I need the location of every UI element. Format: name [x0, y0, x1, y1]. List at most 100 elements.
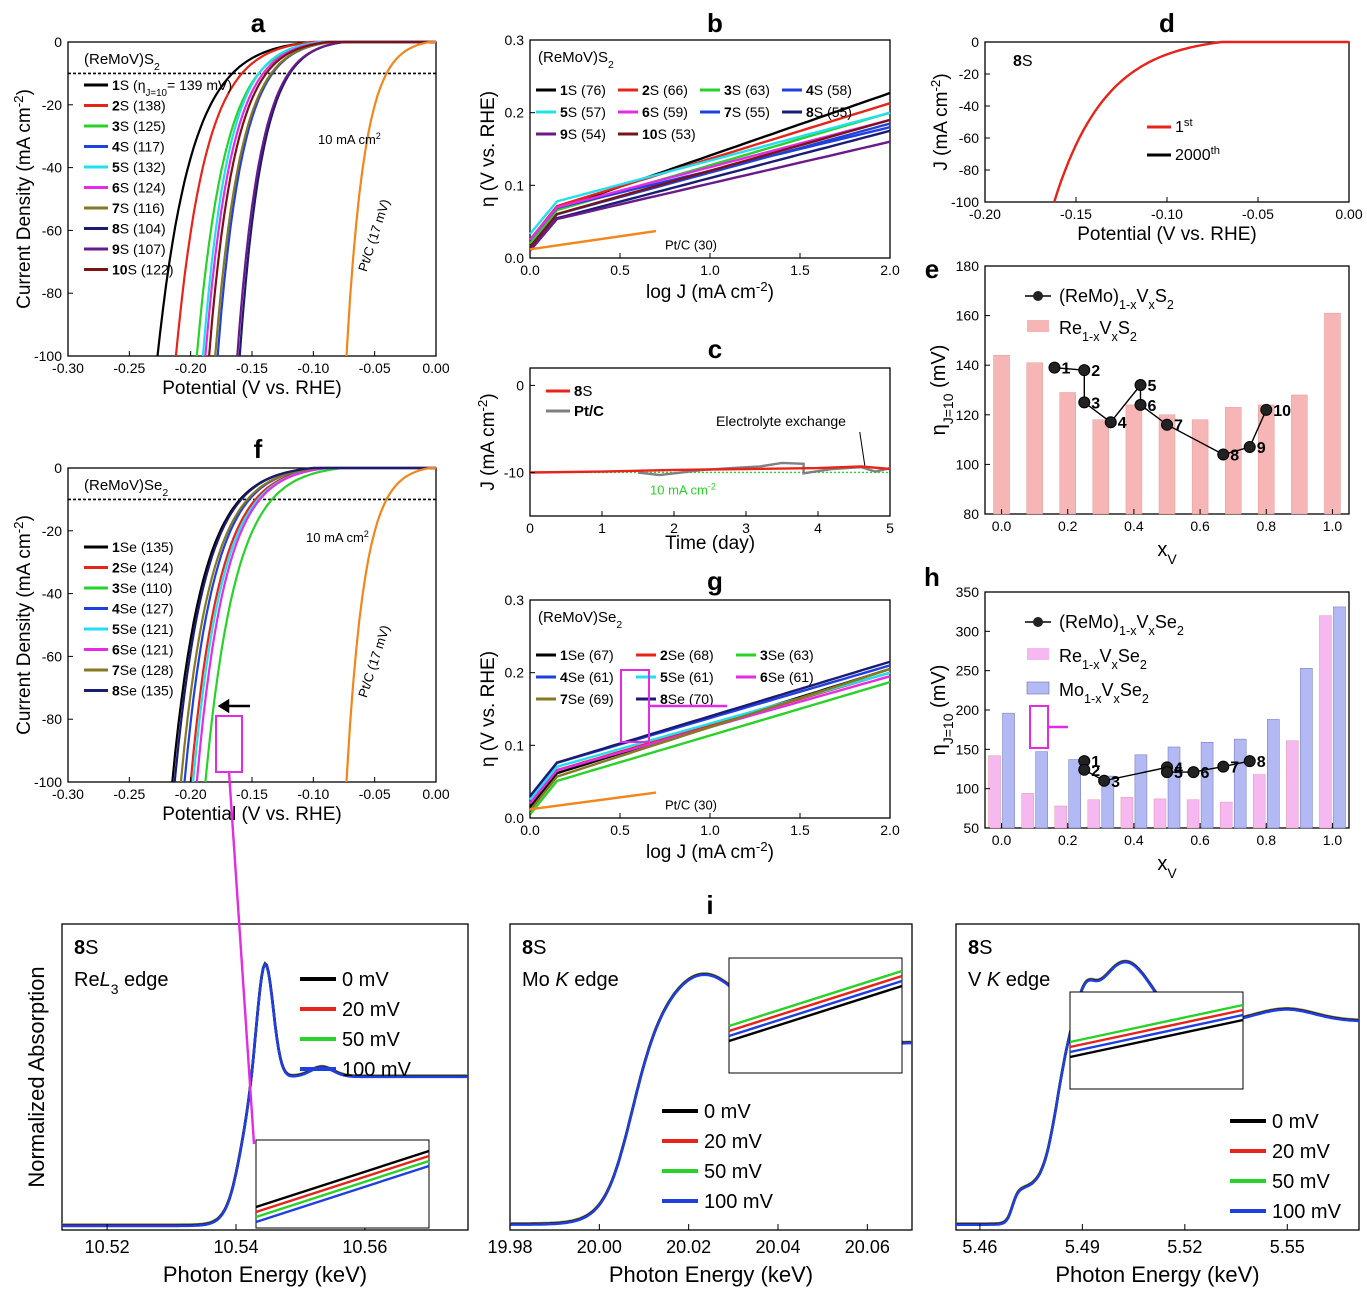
bar [1167, 746, 1181, 829]
text-span: 4 [814, 520, 822, 536]
text-span: 1 [560, 82, 568, 98]
x-tick-label: -0.25 [113, 360, 145, 376]
legend-label: 5Se (61) [660, 669, 714, 685]
text-span: 3 [1111, 774, 1120, 791]
panel-label: e [925, 254, 939, 284]
text-span: S [814, 104, 827, 120]
y-tick-label: 100 [956, 456, 980, 472]
text-span: (117) [133, 139, 165, 155]
y-tick-label: 180 [956, 258, 980, 274]
text-span: b [707, 8, 723, 38]
legend-label: 10S (53) [642, 126, 696, 142]
text-span: S [732, 82, 745, 98]
x-tick-label: 1.0 [1323, 832, 1343, 848]
series-line [529, 102, 891, 241]
text-span: 0.5 [610, 262, 630, 278]
legend-label: 2Se (124) [112, 560, 174, 576]
text-span: 5.55 [1270, 1237, 1305, 1257]
text-span: S [120, 118, 133, 134]
data-point [1217, 760, 1230, 773]
text-span: Pt/C (30) [665, 797, 717, 812]
text-span: 5.46 [962, 1237, 997, 1257]
data-point-label: 8 [1257, 754, 1266, 771]
text-span: ) [931, 73, 952, 79]
text-span: 2 [154, 61, 160, 73]
text-span: 5 [1148, 378, 1157, 395]
bar [1300, 668, 1313, 829]
zoom-box [215, 715, 243, 773]
inset-series-line [1069, 1013, 1244, 1054]
text-span: 10.52 [85, 1237, 130, 1257]
text-span: 2.0 [880, 262, 900, 278]
text-span: Potential (V vs. RHE) [162, 378, 342, 399]
panel-header: 8S [1013, 53, 1033, 70]
y-tick-label: -40 [42, 160, 62, 176]
x-tick-label: 20.04 [755, 1237, 800, 1257]
text-span: -0.20 [969, 206, 1001, 222]
text-span: (138) [133, 98, 166, 114]
text-span: Photon Energy (keV) [609, 1262, 813, 1287]
x-tick-label: 5.46 [962, 1237, 997, 1257]
legend-label: 9S (107) [112, 241, 166, 257]
text-span: 0.5 [610, 822, 630, 838]
text-span: 7 [560, 691, 568, 707]
series-line [529, 140, 891, 252]
text-span: (ReMoV)S [538, 49, 608, 66]
reference-curve-label: Pt/C (17 mV) [355, 197, 392, 273]
text-span: 2 [660, 647, 668, 663]
text-span: f [254, 434, 263, 464]
legend-label: Mo1-xVxSe2 [1059, 680, 1149, 706]
text-span: 2000 [1175, 147, 1211, 164]
x-tick-label: -0.10 [297, 786, 329, 802]
legend-label: 100 mV [1272, 1201, 1342, 1223]
text-span: (66) [663, 82, 688, 98]
text-span: 0 [526, 520, 534, 536]
text-span: 3 [1091, 395, 1100, 412]
text-span: 8 [1013, 53, 1022, 70]
text-span: 0.2 [1058, 518, 1078, 534]
series-line [1053, 40, 1349, 203]
text-span: -20 [42, 523, 62, 539]
text-span: 1-x [1119, 624, 1137, 638]
chart-e: 1 2 3 4 5 67 8 9 10 0.0 0.2 0.4 0.6 0.8 1.0 80 100 120 140… [928, 258, 1350, 567]
legend-label: 4S (58) [806, 82, 852, 98]
text-span: th [1211, 145, 1220, 157]
legend-label: 6Se (121) [112, 642, 174, 658]
x-tick-label: 10.56 [342, 1237, 387, 1257]
bar [988, 755, 1001, 829]
text-span: 0.00 [422, 786, 449, 802]
text-span: (ReMoV)Se [538, 609, 616, 626]
text-span: 7 [724, 104, 732, 120]
x-tick-label: 0.00 [422, 360, 449, 376]
legend-label: 2000th [1175, 145, 1220, 164]
data-point [1078, 763, 1091, 776]
y-axis-label: J (mA cm-2) [928, 73, 953, 170]
text-span: 5 [112, 621, 120, 637]
data-point-label: 2 [1091, 363, 1100, 380]
text-span: S [85, 937, 98, 959]
text-span: c [708, 334, 722, 364]
text-span: (135) [141, 539, 174, 555]
inset-series-line [728, 984, 903, 1043]
text-span: -2 [756, 839, 768, 854]
text-span: 0.0 [505, 250, 525, 266]
text-span: -60 [42, 222, 62, 238]
text-span: h [924, 562, 940, 592]
text-span: Se [668, 669, 689, 685]
text-span: 0.1 [505, 177, 525, 193]
legend-label: 7S (116) [112, 200, 165, 216]
legend-label: 20 mV [342, 999, 400, 1021]
text-span: Se [120, 560, 141, 576]
data-point [1078, 364, 1091, 377]
text-span: Current Density (mA cm [14, 107, 35, 309]
x-tick-label: 2 [670, 520, 678, 536]
text-span: (70) [689, 691, 714, 707]
text-span: 0.6 [1190, 518, 1210, 534]
chart-g: 0.0 0.5 1.0 1.5 2.0 0.0 0.1 0.2 0.3 log J (mA cm-… [478, 592, 900, 863]
y-tick-label: 0.3 [505, 32, 525, 48]
text-span: (124) [141, 560, 174, 576]
text-span: 160 [956, 308, 980, 324]
text-span: S [533, 937, 546, 959]
